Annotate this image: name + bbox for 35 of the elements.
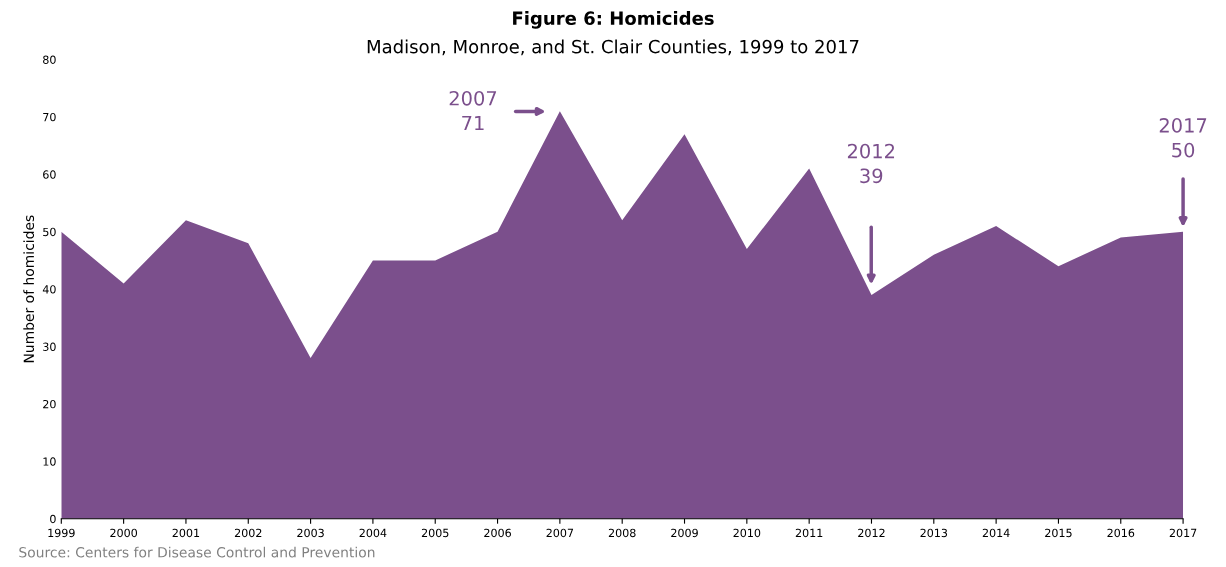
- x-tick-label: 2001: [172, 528, 200, 538]
- annotation: 2007 71: [449, 90, 497, 131]
- x-tick-label: 2012: [858, 528, 885, 538]
- x-tick-label: 2016: [1107, 528, 1135, 538]
- annotation: 2017 50: [1159, 118, 1207, 158]
- x-tick-label: 2002: [234, 528, 262, 538]
- x-tick-label: 2003: [297, 528, 324, 538]
- y-tick-label: 20: [43, 399, 56, 409]
- x-tick-label: 2011: [795, 528, 823, 538]
- annotation: 2012 39: [847, 143, 895, 184]
- x-tick-label: 2013: [920, 528, 948, 538]
- x-tick-label: 2010: [733, 528, 761, 538]
- y-tick-label: 80: [43, 55, 56, 64]
- x-tick-label: 2015: [1045, 528, 1072, 538]
- chart-subtitle: Madison, Monroe, and St. Clair Counties, 1999 to 2017: [367, 39, 859, 56]
- y-tick-label: 70: [43, 112, 56, 122]
- y-tick-label: 10: [43, 457, 56, 466]
- x-tick-label: 2000: [110, 528, 138, 538]
- y-tick-label: 0: [50, 514, 56, 524]
- x-tick-label: 1999: [48, 528, 75, 538]
- x-tick-label: 2017: [1169, 528, 1197, 538]
- y-tick-label: 40: [42, 285, 56, 294]
- y-tick-label: 30: [43, 342, 56, 351]
- x-tick-label: 2014: [982, 528, 1010, 538]
- y-axis-title: Number of homicides: [23, 215, 35, 363]
- x-tick-label: 2008: [608, 528, 636, 538]
- x-tick-label: 2006: [484, 528, 511, 538]
- x-tick-label: 2007: [546, 528, 574, 538]
- x-tick-label: 2004: [359, 528, 387, 538]
- chart-title: Figure 6: Homicides: [513, 11, 714, 29]
- y-tick-label: 60: [43, 170, 56, 179]
- y-tick-label: 50: [43, 227, 56, 237]
- x-tick-label: 2009: [671, 528, 698, 538]
- x-tick-label: 2005: [421, 528, 449, 538]
- source-note: Source: Centers for Disease Control and Prevention: [19, 546, 375, 558]
